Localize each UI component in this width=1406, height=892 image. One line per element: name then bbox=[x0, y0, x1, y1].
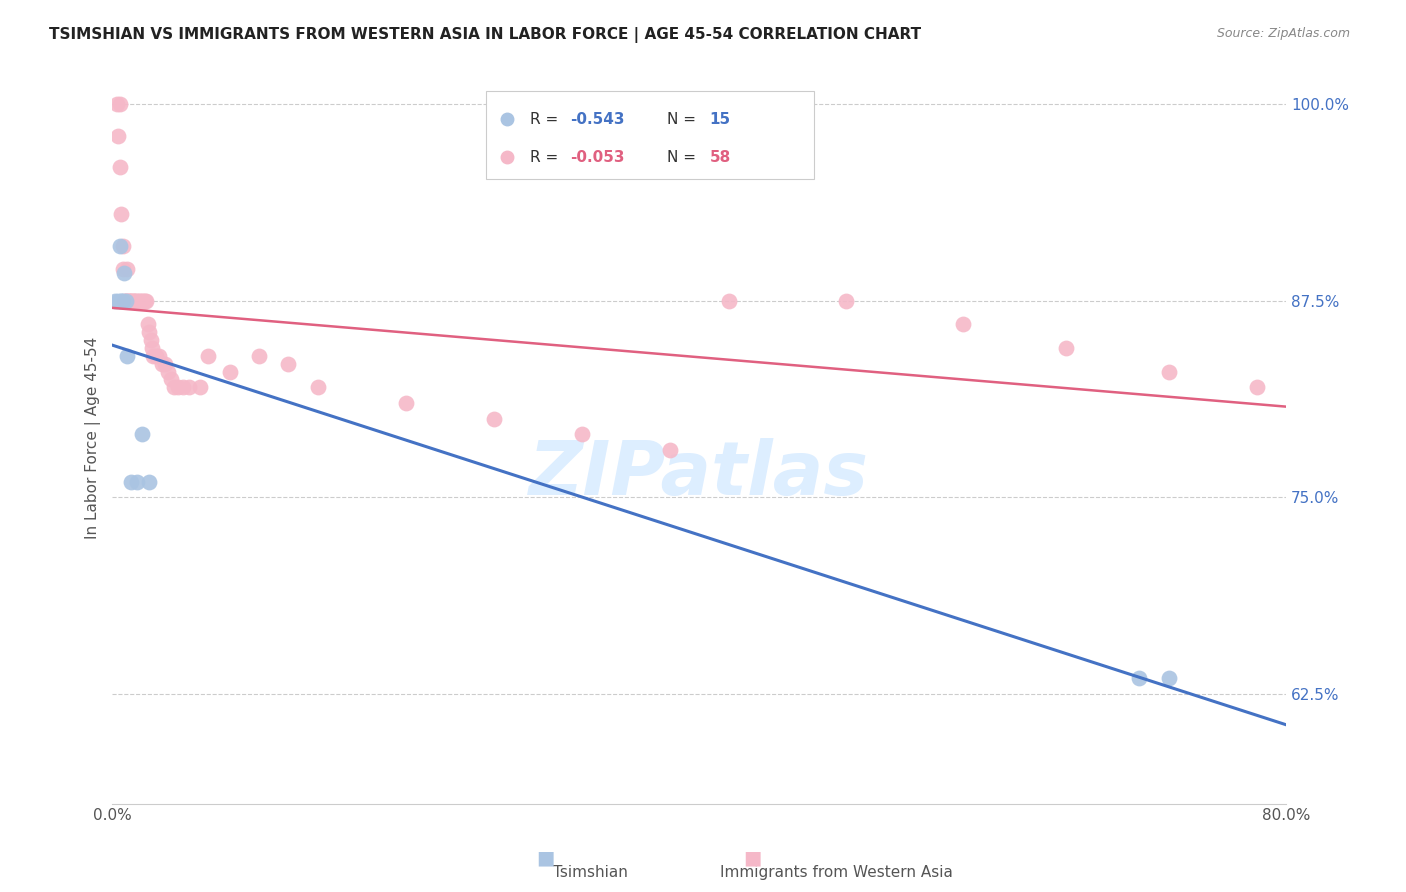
Text: ■: ■ bbox=[742, 848, 762, 868]
Point bbox=[138, 475, 160, 489]
Point bbox=[111, 262, 134, 277]
Text: -0.053: -0.053 bbox=[569, 150, 624, 164]
Text: -0.543: -0.543 bbox=[569, 112, 624, 127]
Point bbox=[115, 349, 138, 363]
Point bbox=[127, 475, 149, 489]
Point bbox=[108, 161, 131, 175]
Point bbox=[111, 293, 134, 308]
Point bbox=[142, 349, 165, 363]
Point bbox=[108, 239, 131, 253]
Point bbox=[131, 427, 153, 442]
Point bbox=[138, 325, 160, 339]
Point bbox=[167, 380, 190, 394]
Point bbox=[1157, 671, 1180, 685]
Point bbox=[112, 266, 135, 280]
Point bbox=[122, 293, 145, 308]
Point bbox=[135, 293, 157, 308]
Point bbox=[218, 365, 240, 379]
Text: R =: R = bbox=[530, 150, 564, 164]
Point bbox=[124, 293, 146, 308]
Point bbox=[160, 372, 183, 386]
Point bbox=[571, 427, 593, 442]
Point bbox=[111, 239, 134, 253]
Point bbox=[134, 293, 156, 308]
Point bbox=[145, 349, 167, 363]
Point bbox=[277, 357, 299, 371]
Point bbox=[128, 293, 150, 308]
Point bbox=[136, 318, 159, 332]
FancyBboxPatch shape bbox=[485, 91, 814, 179]
Point bbox=[115, 293, 138, 308]
Point bbox=[835, 293, 858, 308]
Point bbox=[952, 318, 974, 332]
Text: N =: N = bbox=[668, 112, 702, 127]
Point bbox=[121, 293, 143, 308]
Point bbox=[717, 293, 740, 308]
Point bbox=[114, 293, 136, 308]
Point bbox=[157, 365, 180, 379]
Point bbox=[155, 357, 177, 371]
Text: Source: ZipAtlas.com: Source: ZipAtlas.com bbox=[1216, 27, 1350, 40]
Point bbox=[112, 293, 135, 308]
Point bbox=[118, 293, 141, 308]
Point bbox=[127, 293, 149, 308]
Point bbox=[105, 97, 128, 112]
Text: N =: N = bbox=[668, 150, 702, 164]
Text: 15: 15 bbox=[710, 112, 731, 127]
Point bbox=[190, 380, 212, 394]
Point bbox=[307, 380, 329, 394]
Point bbox=[658, 443, 681, 458]
Point bbox=[395, 396, 418, 410]
Point bbox=[129, 293, 152, 308]
Point bbox=[247, 349, 270, 363]
Point bbox=[121, 475, 143, 489]
Point bbox=[197, 349, 219, 363]
Point bbox=[107, 128, 129, 143]
Point bbox=[115, 262, 138, 277]
Point bbox=[1246, 380, 1268, 394]
Point bbox=[177, 380, 200, 394]
Point bbox=[139, 333, 162, 347]
Point bbox=[1054, 341, 1077, 355]
Point bbox=[1157, 365, 1180, 379]
Point bbox=[482, 411, 505, 425]
Point bbox=[141, 341, 163, 355]
Text: R =: R = bbox=[530, 112, 564, 127]
Text: 58: 58 bbox=[710, 150, 731, 164]
Point bbox=[172, 380, 194, 394]
Point bbox=[1128, 671, 1150, 685]
Point bbox=[104, 293, 127, 308]
Point bbox=[117, 293, 139, 308]
Text: ZIPatlas: ZIPatlas bbox=[529, 438, 869, 511]
Point bbox=[163, 380, 186, 394]
Point bbox=[131, 293, 153, 308]
Point bbox=[125, 293, 148, 308]
Text: TSIMSHIAN VS IMMIGRANTS FROM WESTERN ASIA IN LABOR FORCE | AGE 45-54 CORRELATION: TSIMSHIAN VS IMMIGRANTS FROM WESTERN ASI… bbox=[49, 27, 921, 43]
Point bbox=[124, 293, 146, 308]
Point bbox=[110, 207, 132, 221]
Point bbox=[114, 293, 136, 308]
Point bbox=[108, 97, 131, 112]
Point bbox=[110, 293, 132, 308]
Point bbox=[148, 349, 170, 363]
Point bbox=[132, 293, 155, 308]
Point bbox=[107, 293, 129, 308]
Point bbox=[150, 357, 173, 371]
Text: Tsimshian: Tsimshian bbox=[553, 865, 628, 880]
Text: Immigrants from Western Asia: Immigrants from Western Asia bbox=[720, 865, 953, 880]
Point bbox=[114, 293, 136, 308]
Point bbox=[110, 293, 132, 308]
Y-axis label: In Labor Force | Age 45-54: In Labor Force | Age 45-54 bbox=[86, 337, 101, 540]
Point bbox=[118, 293, 141, 308]
Text: ■: ■ bbox=[536, 848, 555, 868]
